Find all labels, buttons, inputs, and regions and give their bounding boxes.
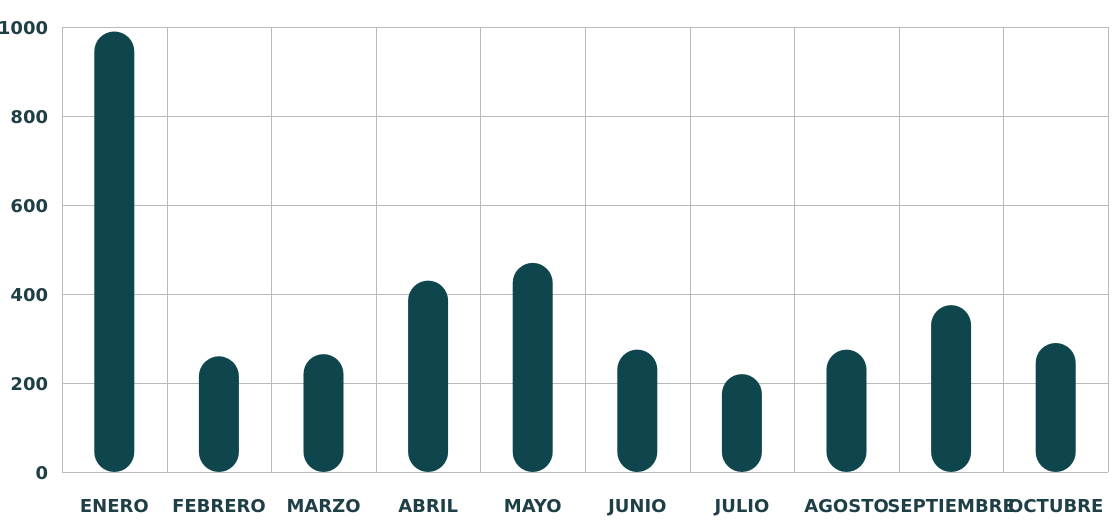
y-tick-label: 200	[10, 374, 48, 395]
x-tick-label: Julio	[713, 496, 770, 517]
bar-febrero	[198, 356, 239, 472]
y-axis-labels: 0 200 400 600 800 1000	[0, 18, 48, 484]
x-tick-label: Mayo	[504, 496, 562, 517]
bar-julio	[721, 374, 762, 472]
x-axis-labels: Enero Febrero Marzo Abril Mayo Junio Julio Agos…	[80, 496, 1103, 517]
x-tick-label: Enero	[80, 496, 149, 517]
bar-agosto	[826, 349, 867, 472]
bars-layer	[94, 31, 1076, 472]
x-tick-label: Septiembre	[887, 496, 1015, 517]
y-tick-label: 800	[10, 107, 48, 128]
x-tick-label: Junio	[606, 496, 666, 517]
x-tick-label: Febrero	[172, 496, 266, 517]
bar-marzo	[303, 354, 344, 472]
bar-octubre	[1035, 342, 1076, 472]
bar-enero	[94, 31, 135, 472]
bar-mayo	[512, 262, 553, 472]
x-tick-label: Abril	[398, 496, 458, 517]
y-tick-label: 600	[10, 196, 48, 217]
x-tick-label: Octubre	[1008, 496, 1103, 517]
y-tick-label: 400	[10, 285, 48, 306]
bar-junio	[617, 349, 658, 472]
y-tick-label: 1000	[0, 18, 48, 39]
x-tick-label: Agosto	[804, 496, 889, 517]
y-tick-label: 0	[35, 463, 48, 484]
bar-abril	[408, 280, 449, 472]
bar-septiembre	[931, 305, 972, 472]
grid-layer	[62, 27, 1109, 473]
x-tick-label: Marzo	[286, 496, 360, 517]
